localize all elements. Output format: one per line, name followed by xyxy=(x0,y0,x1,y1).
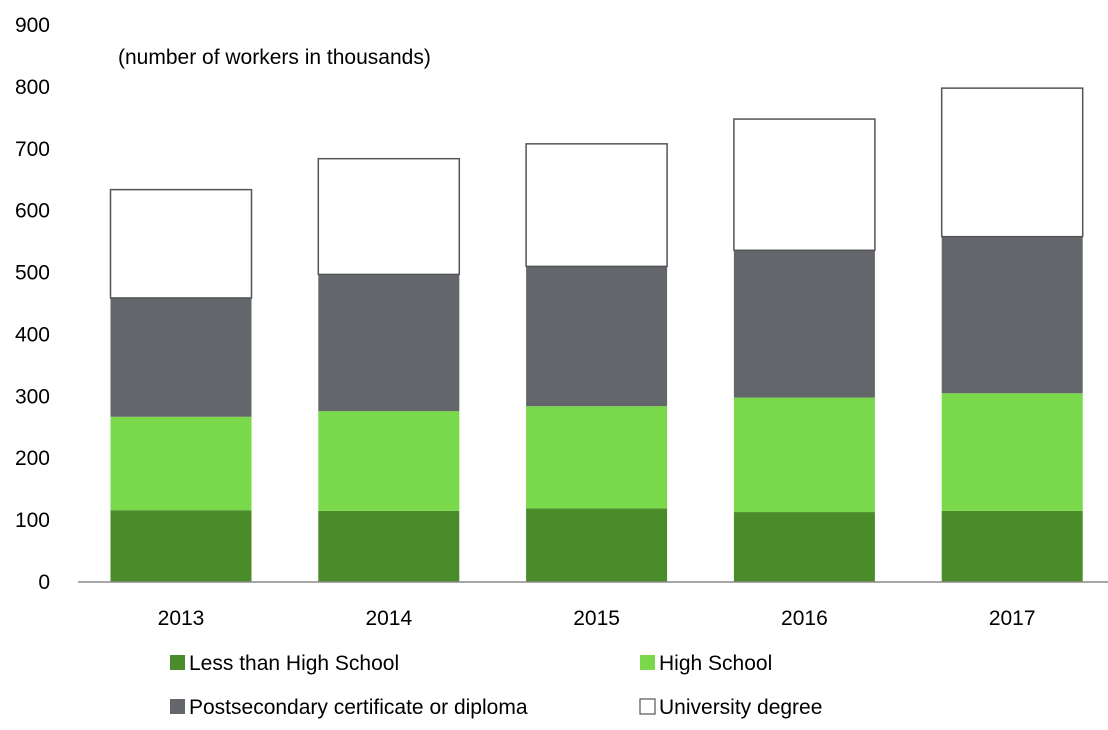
legend-label: Less than High School xyxy=(189,652,399,675)
legend-label: University degree xyxy=(659,696,822,719)
bar-segment xyxy=(526,406,668,509)
y-tick-label: 500 xyxy=(15,262,50,285)
y-tick-label: 400 xyxy=(15,323,50,346)
y-tick-label: 300 xyxy=(15,385,50,408)
y-tick-label: 200 xyxy=(15,447,50,470)
bar-segment xyxy=(940,87,1084,238)
y-tick-label: 800 xyxy=(15,76,50,99)
bars xyxy=(109,87,1084,582)
bar-segment xyxy=(109,188,253,299)
bar-segment xyxy=(526,508,668,582)
y-tick-label: 700 xyxy=(15,138,50,161)
x-tick-label: 2015 xyxy=(573,607,620,630)
x-tick-label: 2016 xyxy=(781,607,828,630)
y-tick-label: 900 xyxy=(15,14,50,37)
legend-label: High School xyxy=(659,652,772,675)
y-tick-label: 600 xyxy=(15,200,50,223)
legend-label: Postsecondary certificate or diploma xyxy=(189,696,528,719)
bar-segment xyxy=(317,157,461,276)
bar-segment xyxy=(733,512,875,582)
bar-segment xyxy=(733,397,875,513)
bar-segment xyxy=(733,250,875,398)
legend: Less than High School High School Postseco… xyxy=(170,652,822,719)
legend-swatch xyxy=(170,699,185,714)
y-tick-label: 100 xyxy=(15,509,50,532)
bar-segment xyxy=(110,510,252,582)
y-tick-label: 0 xyxy=(38,571,50,594)
legend-swatch xyxy=(640,655,655,670)
bar-segment xyxy=(941,510,1083,582)
bar-segment xyxy=(318,510,460,582)
legend-swatch xyxy=(639,698,656,715)
y-axis-tick-labels: 0 100 200 300 400 500 600 700 800 900 xyxy=(15,14,50,594)
bar-segment xyxy=(318,411,460,511)
bar-segment xyxy=(526,266,668,407)
x-tick-label: 2013 xyxy=(158,607,205,630)
bar-segment xyxy=(110,297,252,417)
bar-segment xyxy=(318,274,460,412)
x-tick-label: 2014 xyxy=(365,607,412,630)
bar-segment xyxy=(733,118,876,252)
bar-segment xyxy=(941,393,1083,511)
bar-segment xyxy=(941,236,1083,394)
bar-segment xyxy=(110,416,252,511)
unit-note: (number of workers in thousands) xyxy=(118,46,431,69)
x-axis-tick-labels: 2013 2014 2015 2016 2017 xyxy=(158,607,1036,630)
x-tick-label: 2017 xyxy=(989,607,1036,630)
bar-segment xyxy=(525,143,668,268)
legend-swatch xyxy=(170,655,185,670)
